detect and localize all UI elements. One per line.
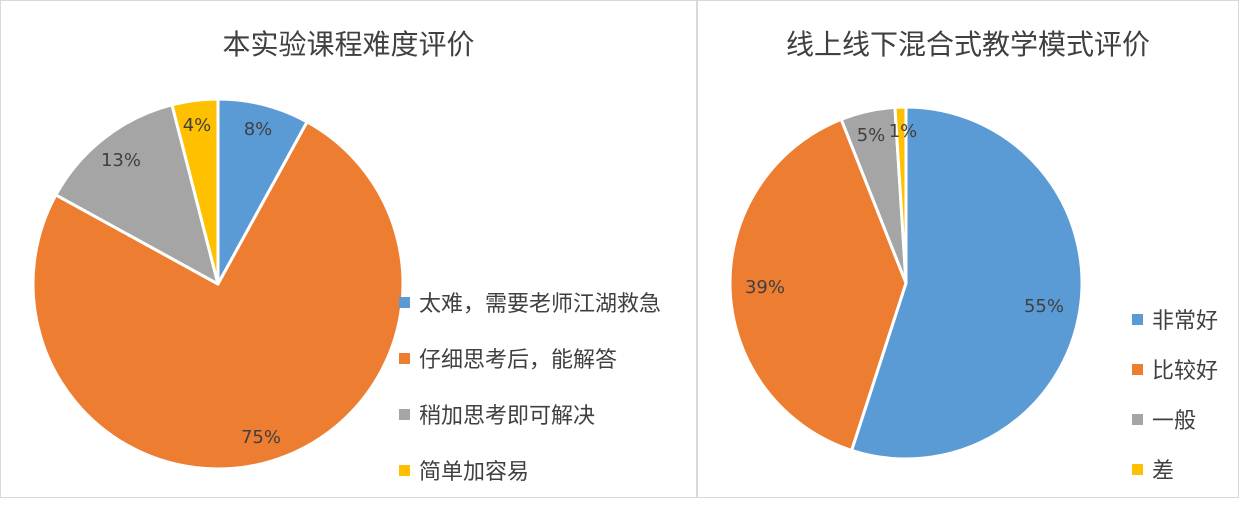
- pie-slice: [170, 97, 220, 286]
- data-label: 1%: [889, 121, 918, 142]
- legend-label: 一般: [1152, 409, 1197, 434]
- data-label: 5%: [857, 125, 886, 146]
- chart-panel-difficulty: 本实验课程难度评价 8% 75% 13% 4% 太难，需要老师江湖救急 仔细思考后，能…: [0, 0, 697, 498]
- legend-swatch: [399, 352, 410, 364]
- legend-swatch: [1132, 463, 1143, 475]
- legend-item: 太难，需要老师江湖救急: [399, 287, 661, 317]
- chart-title: 本实验课程难度评价: [222, 28, 475, 61]
- pie-slice: [54, 103, 220, 286]
- legend-swatch: [1132, 313, 1143, 325]
- legend-swatch: [1132, 413, 1143, 425]
- pie-chart-teaching-mode: 55% 39% 5% 1%: [728, 105, 1084, 461]
- pie-slice: [216, 97, 309, 286]
- data-label: 8%: [244, 119, 273, 140]
- legend-item: 比较好: [1132, 354, 1218, 384]
- legend-label: 仔细思考后，能解答: [419, 348, 618, 373]
- chart-panel-teaching-mode: 线上线下混合式教学模式评价 55% 39% 5% 1% 非常好 比较好 一般 差: [697, 0, 1239, 498]
- data-label: 55%: [1024, 296, 1064, 317]
- legend-label: 差: [1152, 459, 1175, 484]
- legend-item: 非常好: [1132, 304, 1218, 334]
- chart-title: 线上线下混合式教学模式评价: [785, 28, 1150, 61]
- legend-swatch: [399, 408, 410, 420]
- pie-slice: [893, 105, 908, 285]
- pie-slice: [31, 120, 405, 471]
- data-label: 39%: [745, 277, 785, 298]
- legend-item: 简单加容易: [399, 455, 661, 485]
- legend-item: 一般: [1132, 404, 1218, 434]
- pie-chart-difficulty: 8% 75% 13% 4%: [31, 97, 405, 471]
- pie-slice: [728, 117, 908, 452]
- legend-label: 比较好: [1152, 359, 1219, 384]
- legend: 非常好 比较好 一般 差: [1132, 304, 1218, 504]
- legend-swatch: [1132, 363, 1143, 375]
- legend-label: 太难，需要老师江湖救急: [419, 292, 662, 317]
- legend-item: 仔细思考后，能解答: [399, 343, 661, 373]
- data-label: 4%: [183, 115, 212, 136]
- legend-label: 稍加思考即可解决: [419, 404, 596, 429]
- legend-item: 稍加思考即可解决: [399, 399, 661, 429]
- legend-swatch: [399, 296, 410, 308]
- legend: 太难，需要老师江湖救急 仔细思考后，能解答 稍加思考即可解决 简单加容易: [399, 287, 661, 511]
- pie-slice: [850, 105, 1084, 461]
- data-label: 13%: [101, 150, 141, 171]
- legend-swatch: [399, 464, 410, 476]
- data-label: 75%: [241, 427, 281, 448]
- legend-label: 非常好: [1152, 309, 1219, 334]
- legend-label: 简单加容易: [419, 460, 530, 485]
- legend-item: 差: [1132, 454, 1218, 484]
